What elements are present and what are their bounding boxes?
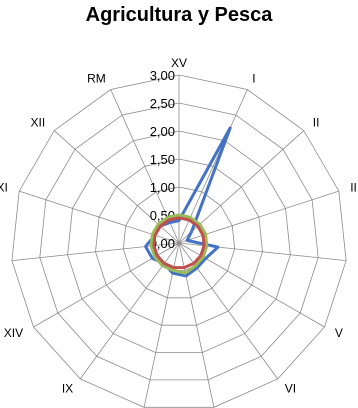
r-tick-label: 2,50 — [150, 96, 175, 111]
category-label: XIV — [4, 326, 23, 340]
grid-ring — [122, 186, 236, 299]
grid-ring — [67, 130, 291, 354]
r-tick-label: 1,50 — [150, 152, 175, 167]
series-line-3 — [152, 216, 206, 270]
grid-ring — [11, 74, 347, 408]
chart-title: Agricultura y Pesca — [85, 4, 273, 26]
grid-ring — [95, 158, 263, 326]
category-label: V — [335, 326, 343, 340]
series-line-1 — [144, 126, 232, 278]
category-label: II — [313, 116, 320, 130]
category-label: XI — [0, 180, 8, 194]
category-label: I — [252, 72, 255, 86]
grid-ring — [39, 102, 319, 381]
category-label: III — [350, 180, 358, 194]
series-line-2 — [149, 213, 209, 275]
category-label: IX — [62, 382, 73, 396]
r-tick-label: 1,00 — [150, 180, 175, 195]
r-tick-label: 2,00 — [150, 124, 175, 139]
category-label: VI — [285, 382, 296, 396]
category-label: RM — [87, 72, 106, 86]
category-label: XV — [171, 56, 187, 70]
r-tick-label: 3,00 — [150, 68, 175, 83]
grid-spoke — [178, 242, 215, 408]
category-label: XII — [31, 116, 46, 130]
